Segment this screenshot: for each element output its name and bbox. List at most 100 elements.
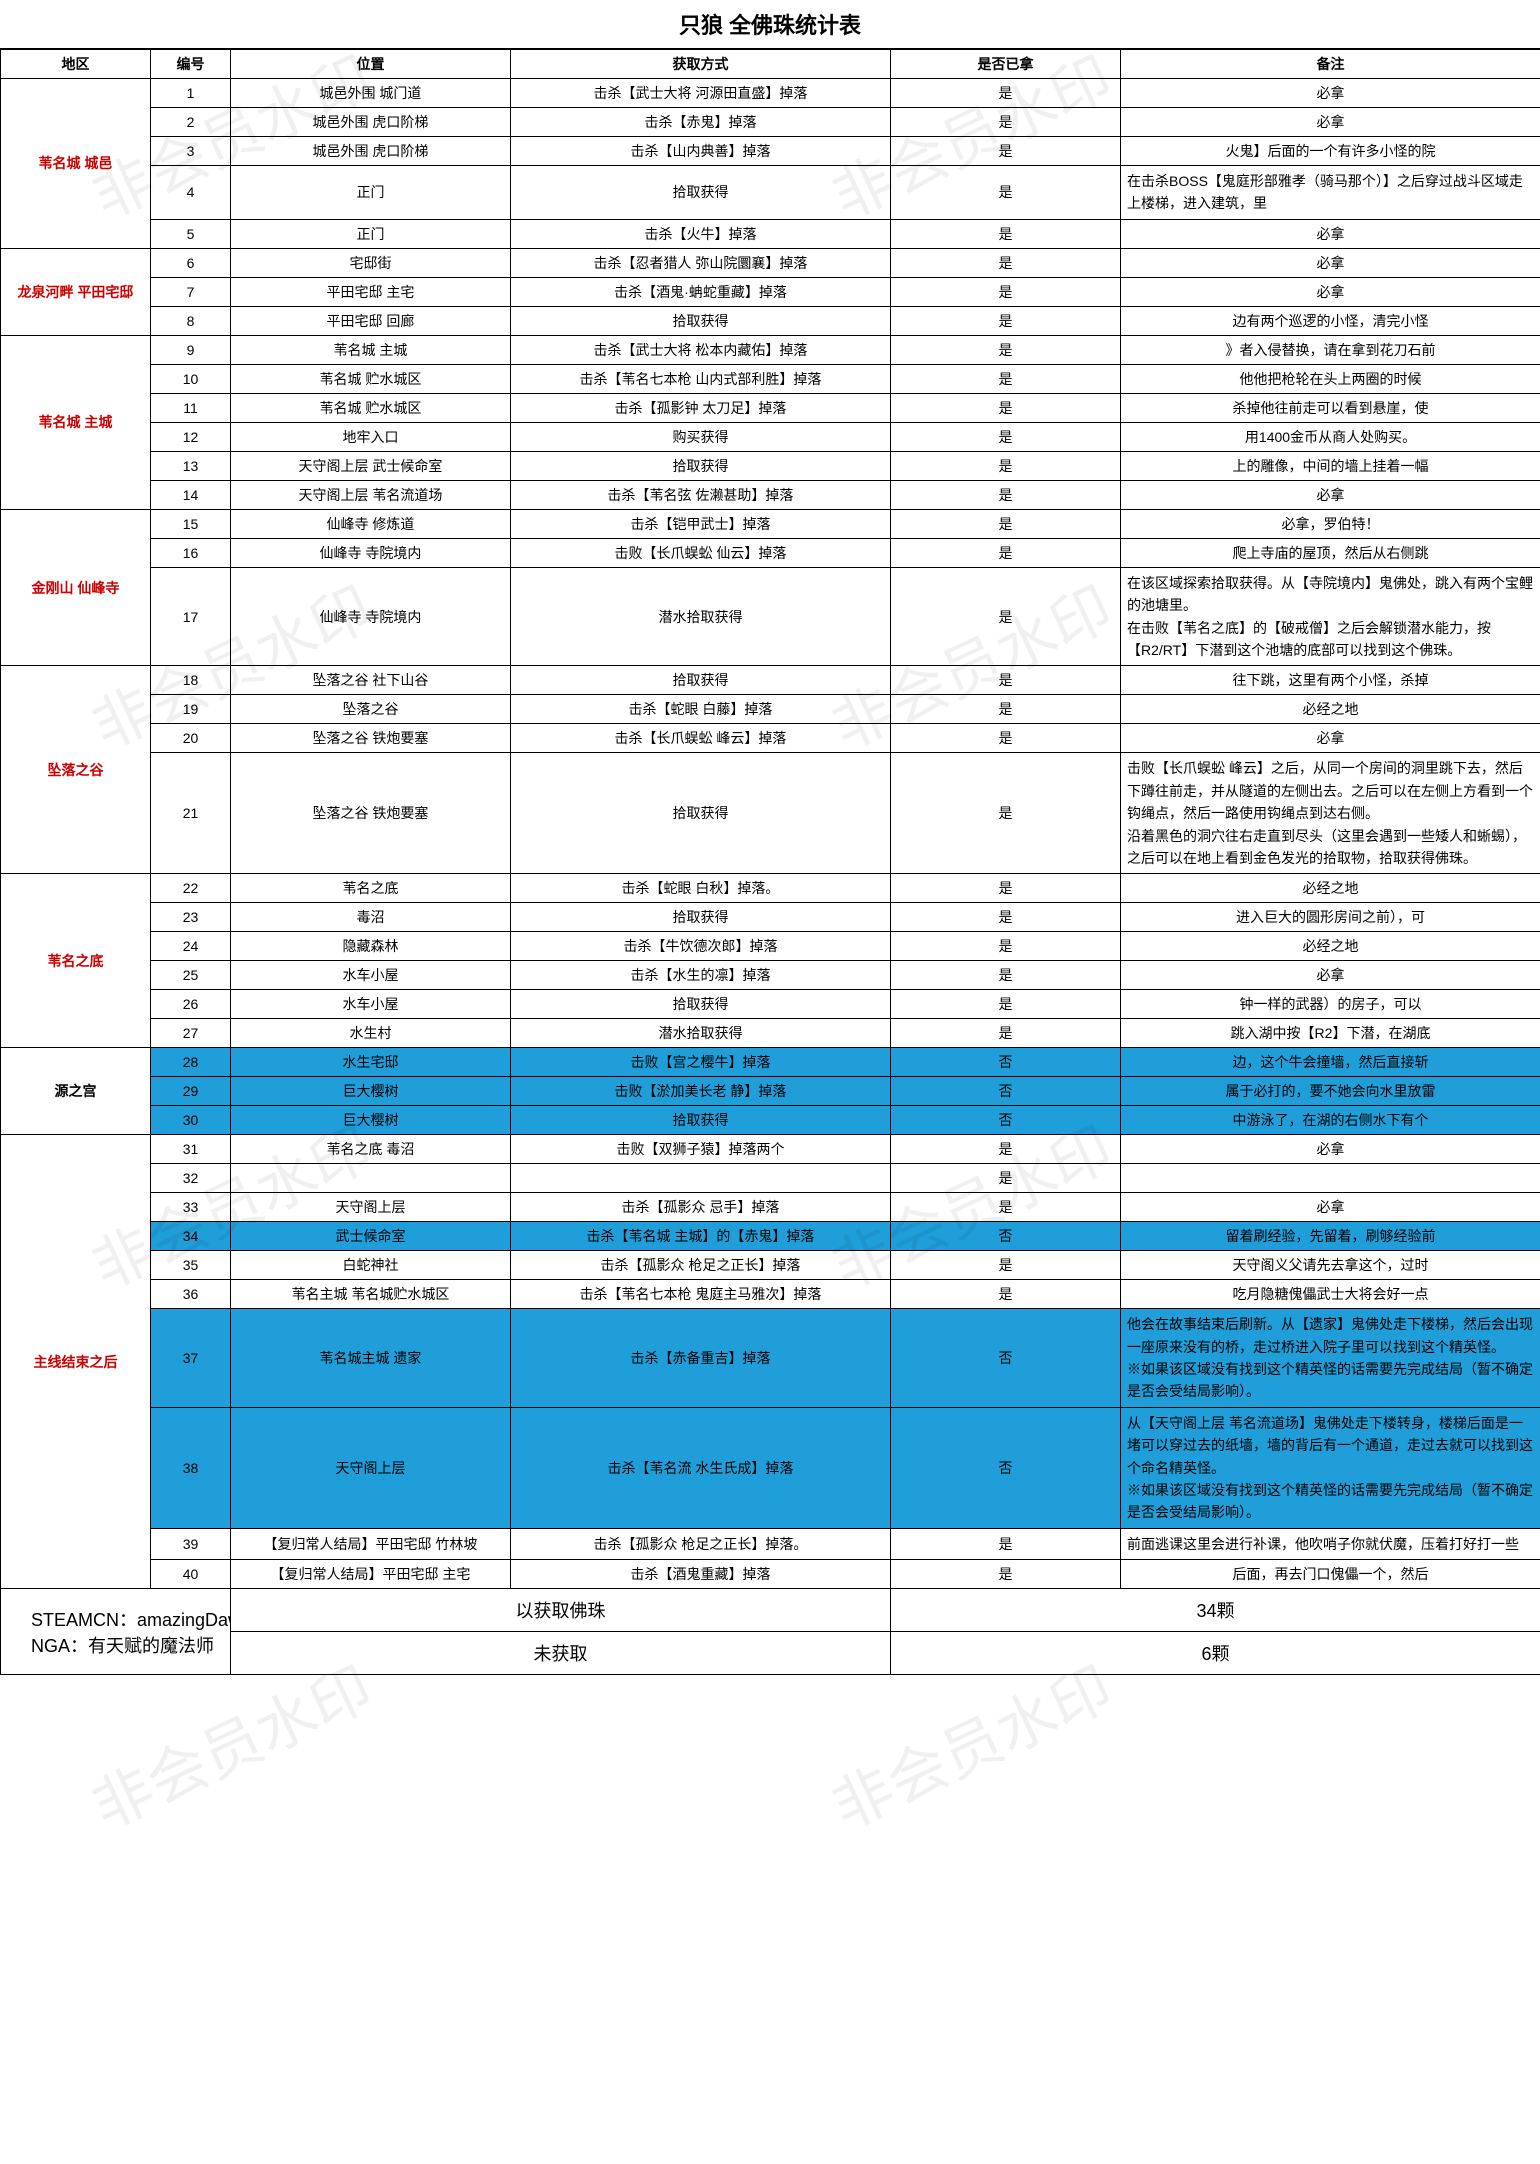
cell-obtained: 是	[891, 451, 1121, 480]
cell-method: 击杀【蛇眼 白秋】掉落。	[511, 874, 891, 903]
cell-id: 32	[151, 1164, 231, 1193]
cell-location: 水车小屋	[231, 990, 511, 1019]
cell-id: 19	[151, 695, 231, 724]
table-row: 16仙峰寺 寺院境内击败【长爪蜈蚣 仙云】掉落是爬上寺庙的屋顶，然后从右侧跳	[1, 538, 1540, 567]
region-cell: 苇名城 城邑	[1, 79, 151, 249]
cell-location: 平田宅邸 回廊	[231, 306, 511, 335]
cell-method: 拾取获得	[511, 451, 891, 480]
cell-method: 击杀【武士大将 松本内藏佑】掉落	[511, 335, 891, 364]
cell-method: 击杀【苇名城 主城】的【赤鬼】掉落	[511, 1222, 891, 1251]
cell-obtained: 否	[891, 1309, 1121, 1408]
cell-id: 2	[151, 108, 231, 137]
cell-method: 拾取获得	[511, 990, 891, 1019]
col-note: 备注	[1121, 50, 1540, 79]
cell-obtained: 是	[891, 137, 1121, 166]
cell-obtained: 是	[891, 990, 1121, 1019]
cell-obtained: 是	[891, 219, 1121, 248]
cell-id: 21	[151, 753, 231, 874]
cell-method: 击败【双狮子猿】掉落两个	[511, 1135, 891, 1164]
cell-id: 30	[151, 1106, 231, 1135]
cell-id: 20	[151, 724, 231, 753]
cell-note: 在该区域探索拾取获得。从【寺院境内】鬼佛处，跳入有两个宝鲤的池塘里。在击败【苇名…	[1121, 567, 1540, 666]
table-row: 4正门拾取获得是在击杀BOSS【鬼庭形部雅孝（骑马那个）】之后穿过战斗区域走上楼…	[1, 166, 1540, 220]
cell-obtained: 是	[891, 1560, 1121, 1589]
cell-method: 击杀【山内典善】掉落	[511, 137, 891, 166]
table-row: 38天守阁上层击杀【苇名流 水生氏成】掉落否从【天守阁上层 苇名流道场】鬼佛处走…	[1, 1407, 1540, 1528]
table-row: 12地牢入口购买获得是用1400金币从商人处购买。	[1, 422, 1540, 451]
cell-note: 钟一样的武器）的房子，可以	[1121, 990, 1540, 1019]
table-row: 14天守阁上层 苇名流道场击杀【苇名弦 佐濑甚助】掉落是必拿	[1, 480, 1540, 509]
cell-method: 潜水拾取获得	[511, 567, 891, 666]
cell-location: 毒沼	[231, 903, 511, 932]
cell-note: 天守阁义父请先去拿这个，过时	[1121, 1251, 1540, 1280]
cell-id: 8	[151, 306, 231, 335]
cell-note: 前面逃课这里会进行补课，他吹哨子你就伏魔，压着打好打一些	[1121, 1528, 1540, 1559]
cell-obtained: 是	[891, 79, 1121, 108]
table-row: 30巨大樱树拾取获得否中游泳了，在湖的右侧水下有个	[1, 1106, 1540, 1135]
table-row: 25水车小屋击杀【水生的凛】掉落是必拿	[1, 961, 1540, 990]
table-row: 24隐藏森林击杀【牛饮德次郎】掉落是必经之地	[1, 932, 1540, 961]
table-row: 21坠落之谷 铁炮要塞拾取获得是击败【长爪蜈蚣 峰云】之后，从同一个房间的洞里跳…	[1, 753, 1540, 874]
table-row: 32是	[1, 1164, 1540, 1193]
cell-obtained: 是	[891, 277, 1121, 306]
cell-obtained: 是	[891, 480, 1121, 509]
cell-obtained: 是	[891, 874, 1121, 903]
cell-obtained: 是	[891, 666, 1121, 695]
cell-obtained: 否	[891, 1222, 1121, 1251]
cell-method: 击杀【孤影钟 太刀足】掉落	[511, 393, 891, 422]
table-row: 主线结束之后31苇名之底 毒沼击败【双狮子猿】掉落两个是必拿	[1, 1135, 1540, 1164]
table-row: 36苇名主城 苇名城贮水城区击杀【苇名七本枪 鬼庭主马雅次】掉落是吃月隐糖傀儡武…	[1, 1280, 1540, 1309]
cell-obtained: 是	[891, 1193, 1121, 1222]
cell-note: 必拿，罗伯特！	[1121, 509, 1540, 538]
cell-id: 24	[151, 932, 231, 961]
table-row: 29巨大樱树击败【淤加美长老 静】掉落否属于必打的，要不她会向水里放雷	[1, 1077, 1540, 1106]
table-row: 20坠落之谷 铁炮要塞击杀【长爪蜈蚣 峰云】掉落是必拿	[1, 724, 1540, 753]
cell-note: 必经之地	[1121, 932, 1540, 961]
obtained-label: 以获取佛珠	[231, 1589, 891, 1632]
cell-location: 城邑外围 虎口阶梯	[231, 108, 511, 137]
cell-note: 吃月隐糖傀儡武士大将会好一点	[1121, 1280, 1540, 1309]
cell-id: 4	[151, 166, 231, 220]
cell-method: 击败【长爪蜈蚣 仙云】掉落	[511, 538, 891, 567]
table-row: 39【复归常人结局】平田宅邸 竹林坡击杀【孤影众 枪足之正长】掉落。是前面逃课这…	[1, 1528, 1540, 1559]
cell-obtained: 是	[891, 422, 1121, 451]
region-cell: 苇名之底	[1, 874, 151, 1048]
cell-location: 仙峰寺 修炼道	[231, 509, 511, 538]
table-row: 34武士候命室击杀【苇名城 主城】的【赤鬼】掉落否留着刷经验，先留着，刷够经验前	[1, 1222, 1540, 1251]
cell-method: 击杀【武士大将 河源田直盛】掉落	[511, 79, 891, 108]
cell-id: 16	[151, 538, 231, 567]
cell-note: 必经之地	[1121, 874, 1540, 903]
cell-note: 跳入湖中按【R2】下潜，在湖底	[1121, 1019, 1540, 1048]
region-cell: 坠落之谷	[1, 666, 151, 874]
footer-row-1: STEAMCN：amazingDawn NGA：有天赋的魔法师 以获取佛珠 34…	[1, 1589, 1540, 1632]
cell-note: 必拿	[1121, 1193, 1540, 1222]
cell-method: 击杀【孤影众 忌手】掉落	[511, 1193, 891, 1222]
table-row: 26水车小屋拾取获得是钟一样的武器）的房子，可以	[1, 990, 1540, 1019]
table-row: 33天守阁上层击杀【孤影众 忌手】掉落是必拿	[1, 1193, 1540, 1222]
cell-id: 26	[151, 990, 231, 1019]
table-row: 7平田宅邸 主宅击杀【酒鬼·蚺蛇重藏】掉落是必拿	[1, 277, 1540, 306]
table-row: 5正门击杀【火牛】掉落是必拿	[1, 219, 1540, 248]
cell-method: 击杀【苇名七本枪 山内式部利胜】掉落	[511, 364, 891, 393]
cell-location: 天守阁上层	[231, 1407, 511, 1528]
cell-method: 拾取获得	[511, 306, 891, 335]
cell-id: 38	[151, 1407, 231, 1528]
cell-id: 7	[151, 277, 231, 306]
cell-note: 留着刷经验，先留着，刷够经验前	[1121, 1222, 1540, 1251]
cell-note: 从【天守阁上层 苇名流道场】鬼佛处走下楼转身，楼梯后面是一堵可以穿过去的纸墙，墙…	[1121, 1407, 1540, 1528]
cell-note: 必拿	[1121, 219, 1540, 248]
table-row: 3城邑外围 虎口阶梯击杀【山内典善】掉落是火鬼】后面的一个有许多小怪的院	[1, 137, 1540, 166]
cell-note: 火鬼】后面的一个有许多小怪的院	[1121, 137, 1540, 166]
cell-obtained: 是	[891, 903, 1121, 932]
cell-note: 边有两个巡逻的小怪，清完小怪	[1121, 306, 1540, 335]
cell-method: 击杀【酒鬼重藏】掉落	[511, 1560, 891, 1589]
cell-id: 14	[151, 480, 231, 509]
cell-obtained: 是	[891, 753, 1121, 874]
cell-location: 苇名主城 苇名城贮水城区	[231, 1280, 511, 1309]
cell-id: 22	[151, 874, 231, 903]
cell-method: 拾取获得	[511, 1106, 891, 1135]
region-cell: 苇名城 主城	[1, 335, 151, 509]
table-row: 11苇名城 贮水城区击杀【孤影钟 太刀足】掉落是杀掉他往前走可以看到悬崖，使	[1, 393, 1540, 422]
cell-note: 必经之地	[1121, 695, 1540, 724]
table-row: 苇名城 城邑1城邑外围 城门道击杀【武士大将 河源田直盛】掉落是必拿	[1, 79, 1540, 108]
